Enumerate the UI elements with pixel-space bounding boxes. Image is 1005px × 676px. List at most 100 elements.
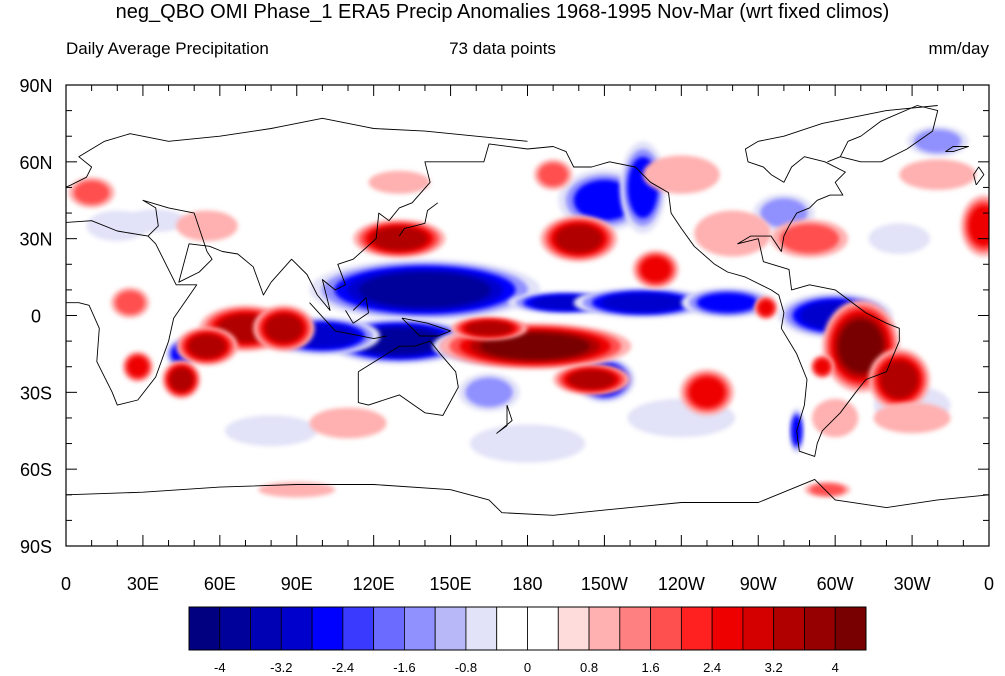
anomaly-contour	[914, 129, 962, 154]
anomaly-contour	[600, 293, 686, 313]
lon-label: 150W	[581, 574, 628, 594]
lon-label: 150E	[430, 574, 472, 594]
coastline	[66, 478, 989, 516]
colorbar-swatch	[342, 606, 375, 651]
colorbar-label: -3.2	[270, 660, 292, 675]
anomaly-blob	[573, 287, 713, 319]
anomaly-contour	[176, 210, 238, 242]
anomaly-layer	[68, 125, 989, 498]
lon-label: 120E	[353, 574, 395, 594]
anomaly-contour	[642, 155, 720, 194]
lat-label: 30N	[19, 230, 52, 250]
colorbar-swatch	[742, 606, 775, 651]
lon-label: 90E	[281, 574, 313, 594]
anomaly-blob	[110, 287, 150, 319]
colorbar-label: -1.6	[393, 660, 415, 675]
anomaly-blob	[810, 355, 834, 379]
lon-label: 90W	[740, 574, 777, 594]
anomaly-blob	[868, 348, 931, 411]
anomaly-blob	[176, 327, 238, 366]
coastline	[945, 146, 969, 153]
colorbar-swatch	[711, 606, 744, 651]
anomaly-blob	[224, 415, 318, 447]
coastline	[496, 404, 513, 434]
coastline	[142, 143, 528, 311]
anomaly-blob	[176, 210, 238, 242]
colorbar-label: -4	[214, 660, 226, 675]
anomaly-contour	[465, 321, 513, 336]
coastline	[345, 297, 369, 324]
colorbar-swatch	[465, 606, 498, 651]
anomaly-blob	[458, 373, 520, 412]
anomaly-contour	[359, 272, 491, 308]
anomaly-contour	[573, 179, 636, 221]
anomaly-contour	[880, 360, 918, 399]
chart-title: neg_QBO OMI Phase_1 ERA5 Precip Anomalie…	[115, 1, 890, 23]
colorbar-swatch	[527, 606, 559, 651]
anomaly-blob	[754, 296, 778, 320]
colorbar-swatch	[834, 606, 867, 651]
anomaly-blob	[540, 215, 618, 262]
coastlines	[66, 105, 989, 516]
colorbar-swatch	[496, 606, 528, 651]
colorbar-swatch	[557, 606, 590, 651]
anomaly-blob	[309, 407, 387, 439]
coastline	[401, 317, 452, 337]
anomaly-blob	[309, 259, 541, 321]
anomaly-blob	[258, 481, 336, 498]
coastline	[66, 117, 528, 188]
anomaly-contour	[371, 226, 428, 251]
lon-label: 30W	[894, 574, 931, 594]
lat-label: 60S	[20, 460, 52, 480]
anomaly-blob	[162, 360, 201, 399]
anomaly-contour	[779, 223, 840, 254]
coastline	[527, 105, 938, 457]
anomaly-blob	[804, 481, 851, 498]
colorbar-label: 3.2	[765, 660, 783, 675]
anomaly-blob	[469, 424, 586, 463]
anomaly-blob	[632, 250, 679, 289]
anomaly-contour	[555, 224, 603, 253]
coastline	[973, 166, 985, 186]
anomaly-blob	[868, 223, 931, 255]
lat-label: 90S	[20, 537, 52, 557]
anomaly-contour	[115, 290, 145, 315]
anomaly-blob	[253, 305, 315, 352]
anomaly-contour	[86, 210, 149, 242]
anomaly-contour	[809, 483, 846, 496]
anomaly-blob	[353, 219, 446, 258]
anomaly-contour	[73, 180, 110, 205]
anomaly-contour	[760, 198, 808, 228]
lat-label: 0	[31, 307, 41, 327]
anomaly-contour	[224, 415, 318, 447]
subtitle-right: mm/day	[928, 39, 989, 58]
axis-ticks	[65, 84, 990, 547]
subtitle-center: 73 data points	[449, 39, 556, 58]
lat-label: 60N	[19, 153, 52, 173]
colorbar-swatch	[588, 606, 621, 651]
anomaly-blob	[899, 159, 977, 191]
anomaly-blob	[681, 287, 774, 319]
anomaly-blob	[122, 351, 154, 383]
anomaly-blob	[642, 155, 720, 194]
coastline	[827, 105, 939, 163]
anomaly-contour	[309, 407, 387, 439]
lon-label: 60W	[817, 574, 854, 594]
anomaly-blob	[86, 210, 149, 242]
anomaly-contour	[694, 210, 772, 257]
anomaly-contour	[480, 333, 591, 360]
anomaly-blob	[873, 402, 951, 434]
anomaly-contour	[265, 314, 303, 343]
subtitle-left: Daily Average Precipitation	[66, 39, 269, 58]
anomaly-contour	[838, 319, 883, 373]
anomaly-blob	[533, 159, 573, 191]
anomaly-blob	[553, 364, 631, 395]
colorbar-label: 0	[524, 660, 531, 675]
anomaly-contour	[758, 300, 774, 316]
anomaly-contour	[368, 170, 431, 194]
axis-labels: 90N 60N 30N 0 30S 60S 90S 0 30E 60E 90E 120E 150E 180…	[19, 76, 994, 594]
lon-label: 0	[61, 574, 71, 594]
anomaly-contour	[465, 377, 513, 408]
colorbar-swatch	[311, 606, 344, 651]
